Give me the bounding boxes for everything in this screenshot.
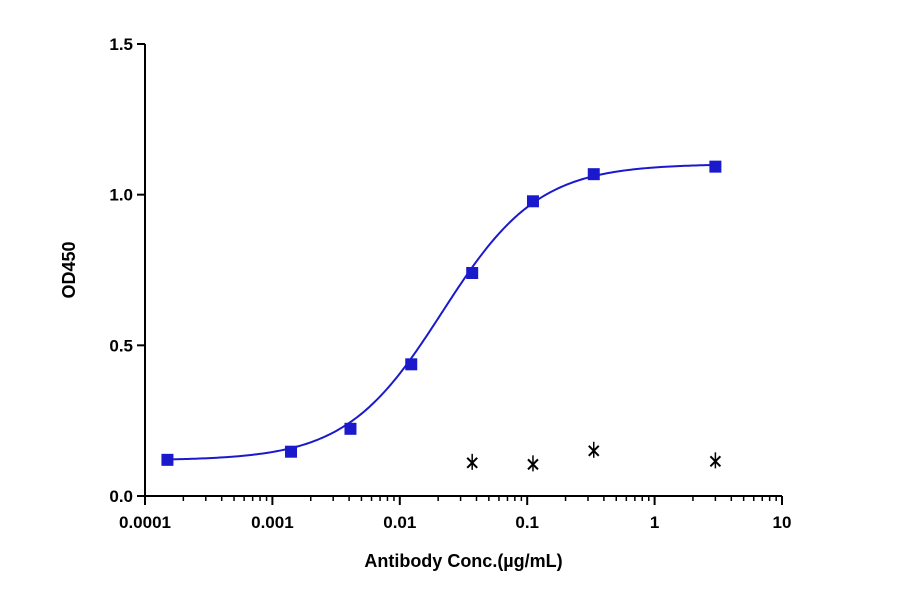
x-marker	[527, 455, 539, 472]
fit-curve	[167, 163, 716, 461]
x-ticks: 0.0001 0.001 0.01 0.1 1 10	[119, 496, 791, 532]
square-marker	[709, 160, 722, 173]
square-marker	[161, 453, 174, 466]
x-tick-label: 10	[773, 513, 792, 532]
x-tick-label: 0.1	[515, 513, 539, 532]
x-tick-label: 0.0001	[119, 513, 171, 532]
square-marker	[344, 422, 357, 435]
y-tick-label: 1.0	[109, 186, 133, 205]
x-axis-title: Antibody Conc.(µg/mL)	[364, 551, 562, 571]
axes	[144, 44, 782, 497]
y-axis-title: OD450	[59, 241, 79, 298]
square-marker	[466, 267, 479, 280]
square-marker	[587, 168, 600, 181]
data-points	[161, 160, 722, 472]
square-marker	[405, 358, 418, 371]
x-tick-label: 0.01	[383, 513, 416, 532]
y-tick-label: 0.5	[109, 336, 133, 355]
x-tick-label: 1	[650, 513, 659, 532]
x-marker	[709, 452, 722, 469]
square-marker	[285, 445, 298, 458]
x-marker	[466, 453, 478, 470]
y-tick-label: 0.0	[109, 487, 133, 506]
x-marker	[588, 441, 600, 458]
y-ticks: 0.0 0.5 1.0 1.5	[109, 35, 145, 506]
y-tick-label: 1.5	[109, 35, 133, 54]
square-marker	[526, 195, 539, 208]
x-tick-label: 0.001	[251, 513, 294, 532]
